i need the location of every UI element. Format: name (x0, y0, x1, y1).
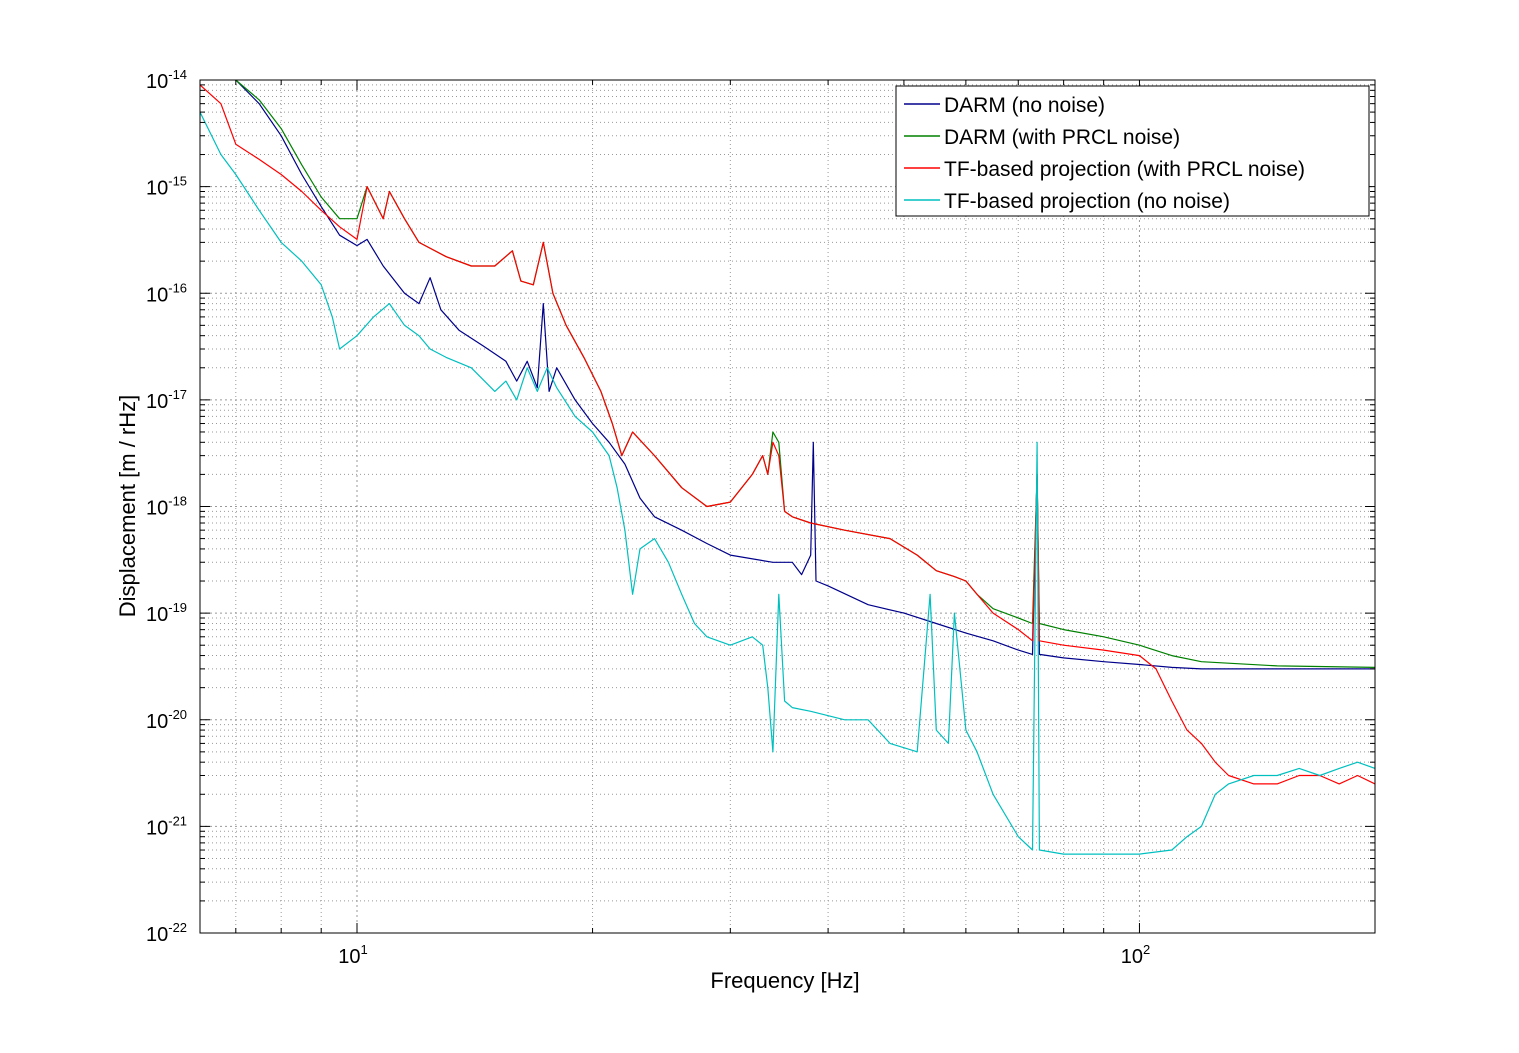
y-tick-label: 10-20 (146, 707, 187, 733)
legend-label: TF-based projection (no noise) (944, 190, 1230, 213)
x-tick-labels: 101 102 (338, 942, 1150, 968)
series-line-4 (200, 111, 1375, 855)
series-layer (200, 80, 1375, 855)
legend-box (895, 85, 1370, 217)
y-tick-labels: 10-14 10-15 10-16 10-17 10-18 10-19 10-20 10-21… (146, 67, 187, 946)
y-axis-label: Displacement [m / rHz] (115, 395, 140, 618)
y-tick-label: 10-18 (146, 494, 187, 520)
y-tick-label: 10-17 (146, 387, 187, 413)
x-tick-label: 101 (338, 942, 367, 968)
y-tick-label: 10-15 (146, 174, 187, 200)
y-tick-label: 10-19 (146, 600, 187, 626)
legend-label: DARM (no noise) (944, 94, 1105, 117)
y-tick-label: 10-22 (146, 920, 187, 946)
y-tick-label: 10-16 (146, 280, 187, 306)
legend-label: DARM (with PRCL noise) (944, 126, 1180, 149)
x-axis-label: Frequency [Hz] (710, 968, 859, 993)
legend-label: TF-based projection (with PRCL noise) (944, 158, 1305, 181)
ticks-layer (200, 79, 1376, 934)
series-line-3 (200, 84, 1375, 785)
legend: DARM (no noise) DARM (with PRCL noise) TF-… (895, 85, 1370, 217)
y-tick-label: 10-14 (146, 67, 187, 93)
y-tick-label: 10-21 (146, 813, 187, 839)
x-tick-label: 102 (1121, 942, 1150, 968)
